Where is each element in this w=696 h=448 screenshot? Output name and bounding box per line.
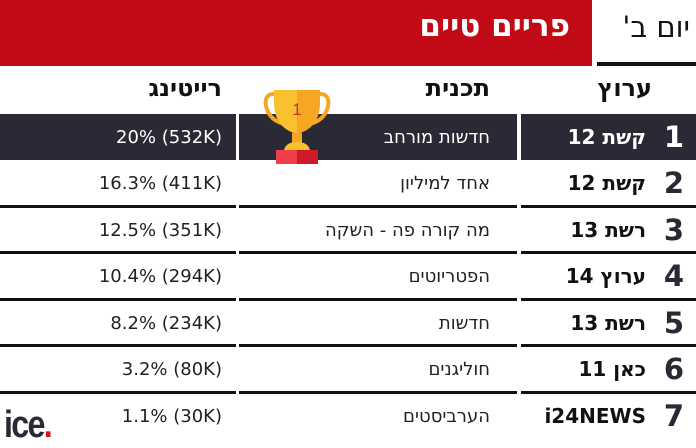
row-divider — [0, 205, 236, 208]
row-divider — [521, 205, 696, 208]
program-cell: הערביסטים — [239, 393, 517, 439]
channel-cell: 6 כאן 11 — [521, 346, 696, 392]
row-divider — [0, 298, 236, 301]
title-bar — [0, 0, 592, 66]
rating-cell: (294K) 10.4% — [0, 253, 236, 299]
program-name: חוליגנים — [428, 358, 490, 380]
channel-cell: 7 i24NEWS — [521, 393, 696, 439]
rating-cell: (80K) 3.2% — [0, 346, 236, 392]
rating-value: (234K) 8.2% — [110, 312, 222, 334]
program-cell: אחד למיליון — [239, 160, 517, 206]
column-header-channel: ערוץ — [597, 74, 652, 102]
page-title: פריים טיים — [419, 8, 570, 44]
row-divider — [0, 391, 236, 394]
table-row: (234K) 8.2% חדשות 5 רשת 13 — [0, 300, 696, 346]
rating-cell: (411K) 16.3% — [0, 160, 236, 206]
row-divider — [239, 344, 517, 347]
row-divider — [239, 205, 517, 208]
program-cell: הפטריוטים — [239, 253, 517, 299]
day-underline — [597, 62, 696, 66]
table-row: (411K) 16.3% אחד למיליון 2 קשת 12 — [0, 160, 696, 206]
rating-value: (411K) 16.3% — [98, 172, 222, 194]
program-cell: חוליגנים — [239, 346, 517, 392]
row-divider — [0, 344, 236, 347]
program-name: מה קורה פה - השקה — [324, 219, 490, 241]
rank-number: 6 — [663, 352, 684, 386]
channel-name: קשת 12 — [567, 125, 646, 149]
trophy-number: 1 — [292, 100, 301, 119]
rating-value: (532K) 20% — [116, 126, 222, 148]
column-header-program: תכנית — [425, 74, 490, 102]
row-divider — [521, 298, 696, 301]
row-divider — [521, 391, 696, 394]
channel-cell: 3 רשת 13 — [521, 207, 696, 253]
channel-name: רשת 13 — [570, 311, 646, 335]
table-row: (80K) 3.2% חוליגנים 6 כאן 11 — [0, 346, 696, 392]
program-name: הפטריוטים — [408, 265, 490, 287]
rank-number: 4 — [663, 259, 684, 293]
program-name: חדשות מורחב — [383, 126, 490, 148]
row-divider — [0, 251, 236, 254]
channel-name: רשת 13 — [570, 218, 646, 242]
table-row: (351K) 12.5% מה קורה פה - השקה 3 רשת 13 — [0, 207, 696, 253]
channel-cell: 1 קשת 12 — [521, 114, 696, 160]
table-row: (532K) 20% חדשות מורחב 1 קשת 12 — [0, 114, 696, 160]
channel-cell: 5 רשת 13 — [521, 300, 696, 346]
program-name: אחד למיליון — [400, 172, 490, 194]
row-divider — [239, 298, 517, 301]
rating-value: (294K) 10.4% — [98, 265, 222, 287]
row-divider — [521, 251, 696, 254]
ice-logo: ice. — [4, 404, 53, 446]
program-name: הערביסטים — [403, 405, 490, 427]
channel-name: כאן 11 — [578, 357, 646, 381]
table-row: (30K) 1.1% הערביסטים 7 i24NEWS — [0, 393, 696, 439]
rating-cell: (532K) 20% — [0, 114, 236, 160]
channel-name: קשת 12 — [567, 171, 646, 195]
rank-number: 7 — [663, 399, 684, 433]
row-divider — [239, 391, 517, 394]
rating-cell: (234K) 8.2% — [0, 300, 236, 346]
rank-number: 2 — [663, 166, 684, 200]
rank-number: 5 — [663, 306, 684, 340]
rating-value: (351K) 12.5% — [98, 219, 222, 241]
day-label: יום ב' — [622, 10, 690, 44]
rank-number: 1 — [663, 120, 684, 154]
program-cell: מה קורה פה - השקה — [239, 207, 517, 253]
column-header-rating: רייטינג — [148, 74, 222, 102]
channel-cell: 4 ערוץ 14 — [521, 253, 696, 299]
channel-name: ערוץ 14 — [565, 264, 646, 288]
rating-value: (80K) 3.2% — [121, 358, 222, 380]
channel-cell: 2 קשת 12 — [521, 160, 696, 206]
rating-cell: (351K) 12.5% — [0, 207, 236, 253]
program-cell: חדשות — [239, 300, 517, 346]
row-divider — [239, 251, 517, 254]
rank-number: 3 — [663, 213, 684, 247]
rating-cell: (30K) 1.1% — [0, 393, 236, 439]
row-divider — [521, 344, 696, 347]
channel-name: i24NEWS — [544, 404, 646, 428]
trophy-icon: 1 — [263, 90, 331, 164]
program-name: חדשות — [438, 312, 490, 334]
rating-value: (30K) 1.1% — [121, 405, 222, 427]
table-row: (294K) 10.4% הפטריוטים 4 ערוץ 14 — [0, 253, 696, 299]
